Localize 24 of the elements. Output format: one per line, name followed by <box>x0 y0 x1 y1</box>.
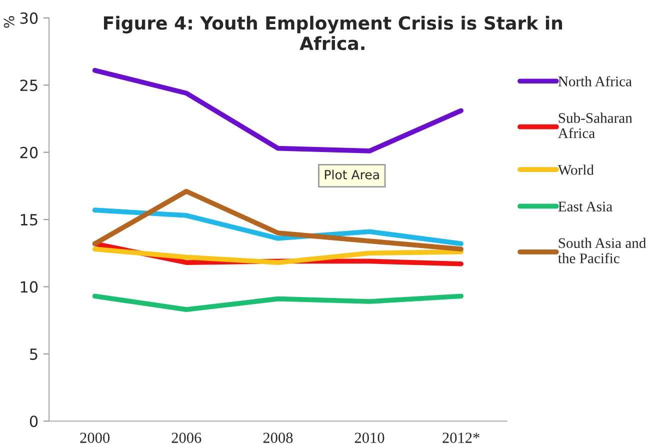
legend-label: World <box>558 164 594 175</box>
legend-label: Sub-Saharan Africa <box>558 112 632 138</box>
legend-label: North Africa <box>558 76 632 86</box>
chart-title: Figure 4: Youth Employment Crisis is Stark in Africa. <box>104 16 562 50</box>
y-tick-label: 5 <box>30 348 38 360</box>
line-series <box>92 68 464 154</box>
line-series <box>92 246 464 265</box>
y-tick-label: 0 <box>30 416 38 428</box>
y-tick-label: 20 <box>20 146 38 158</box>
y-tick-label: 15 <box>20 214 38 226</box>
y-tick-label: 10 <box>20 281 38 293</box>
y-tick-label: 30 <box>20 12 38 24</box>
line-series <box>92 188 464 252</box>
y-axis-title: % <box>4 16 14 28</box>
x-tick-label: 2000 <box>80 432 110 443</box>
x-tick-label: 2008 <box>263 432 293 443</box>
legend-label: East Asia <box>558 202 612 212</box>
x-tick-label: 2006 <box>172 432 202 443</box>
line-series <box>92 294 464 312</box>
x-tick-label: 2010 <box>354 432 384 443</box>
legend-label: South Asia and the Pacific <box>558 238 646 264</box>
y-tick-label: 25 <box>20 80 38 92</box>
x-tick-label: 2012* <box>442 432 480 443</box>
annotation: Plot Area <box>324 170 379 180</box>
